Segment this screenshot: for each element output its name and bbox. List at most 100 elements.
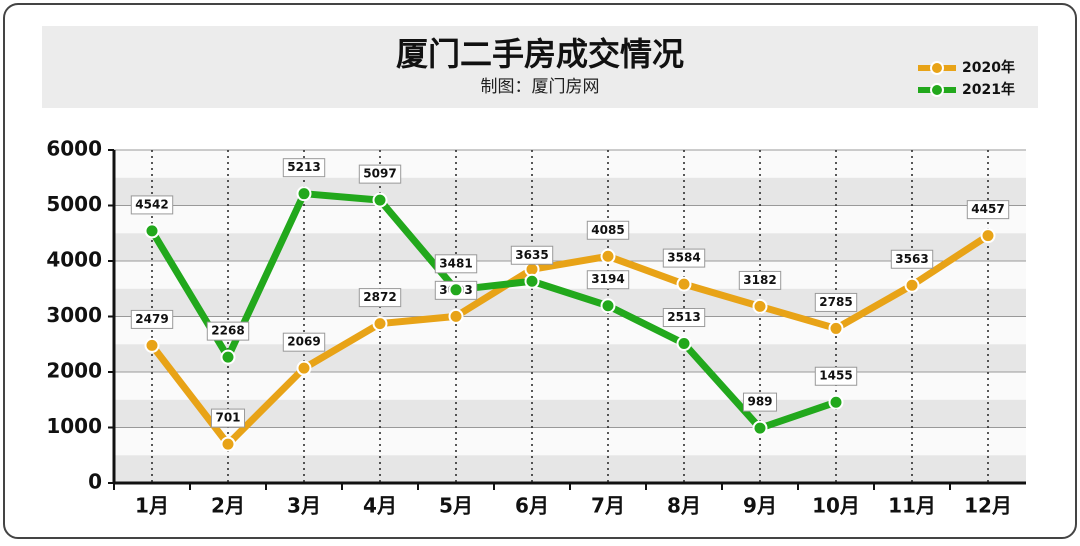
data-label-group: 4085 [586,220,630,240]
point [448,308,464,324]
data-label-group: 5213 [282,158,326,178]
data-label-group: 1455 [814,366,858,386]
data-label: 3635 [515,248,548,262]
x-tick-label: 6月 [515,494,549,518]
data-label-box [814,366,858,386]
x-tick-label: 1月 [135,494,169,518]
data-label-box [130,195,174,215]
x-tick-label: 4月 [363,494,397,518]
point [220,436,236,452]
data-label-group: 3182 [738,270,782,290]
data-label-group: 2069 [282,332,326,352]
point [904,277,920,293]
plot-band [114,205,1026,234]
series-line [149,232,990,448]
plot-band [114,316,1026,345]
x-tick-label: 10月 [812,494,860,518]
point [600,298,616,314]
data-label-group: 2268 [206,321,250,341]
x-tick-label: 8月 [667,494,701,518]
data-label: 2872 [363,290,396,304]
data-label: 1455 [819,369,852,383]
data-label-box [210,408,246,428]
data-label: 2785 [819,295,852,309]
data-label: 701 [215,411,240,425]
data-label-box [130,309,174,329]
data-label-box [662,308,706,328]
data-label-box [206,321,250,341]
data-label: 2513 [667,310,700,324]
data-label: 989 [747,395,772,409]
point [144,223,160,239]
point [220,349,236,365]
point [600,248,616,264]
plot-band [114,177,1026,206]
data-label-box [358,164,402,184]
chart-subtitle: 制图：厦门房网 [481,77,600,97]
data-label-box [662,248,706,268]
data-label-group: 3635 [510,245,554,265]
data-label: 3194 [591,272,624,286]
x-tick-label: 5月 [439,494,473,518]
data-label-group: 989 [742,392,778,412]
point [144,337,160,353]
plot-band [114,233,1026,261]
x-tick-label: 2月 [211,494,245,518]
x-tick-label: 12月 [964,494,1012,518]
data-label-box [814,292,858,312]
legend-label: 2021年 [962,81,1015,98]
point [448,282,464,298]
data-label-group: 3563 [890,249,934,269]
data-label: 5213 [287,160,320,174]
point [676,336,692,352]
data-label-group: 3584 [662,248,706,268]
data-label-box [966,200,1010,220]
plot-background [114,150,1026,483]
data-label: 3584 [667,251,700,265]
series-line [149,190,838,432]
data-label-group: 3481 [434,254,478,274]
data-label-group: 3194 [586,270,630,290]
data-label: 4457 [971,202,1004,216]
y-tick-label: 6000 [46,137,102,161]
data-label-group: 5097 [358,164,402,184]
point [524,273,540,289]
data-label-box [282,158,326,178]
point [372,316,388,332]
point [676,276,692,292]
point [828,394,844,410]
data-label-group: 4542 [130,195,174,215]
data-label-group: 701 [210,408,246,428]
y-tick-label: 1000 [46,414,102,438]
point [980,228,996,244]
data-label-group: 4457 [966,200,1010,220]
data-label-box [282,332,326,352]
data-label-box [586,220,630,240]
data-label: 3563 [895,252,928,266]
point [296,186,312,202]
data-label: 5097 [363,167,396,181]
y-tick-label: 4000 [46,248,102,272]
chart-title: 厦门二手房成交情况 [396,35,684,73]
plot-band [114,427,1026,456]
point [828,320,844,336]
x-tick-label: 3月 [287,494,321,518]
point [372,192,388,208]
point [296,360,312,376]
data-label-box [358,288,402,308]
x-tick-label: 9月 [743,494,777,518]
data-label: 3182 [743,273,776,287]
legend-marker [930,83,944,97]
y-tick-label: 3000 [46,303,102,327]
data-label-box [510,245,554,265]
data-label: 4085 [591,223,624,237]
data-label-box [742,392,778,412]
data-label: 2268 [211,324,244,338]
x-tick-label: 7月 [591,494,625,518]
y-tick-label: 5000 [46,192,102,216]
plot-band [114,372,1026,400]
data-label-group: 2513 [662,308,706,328]
data-label-box [586,270,630,290]
data-label-group: 2479 [130,309,174,329]
